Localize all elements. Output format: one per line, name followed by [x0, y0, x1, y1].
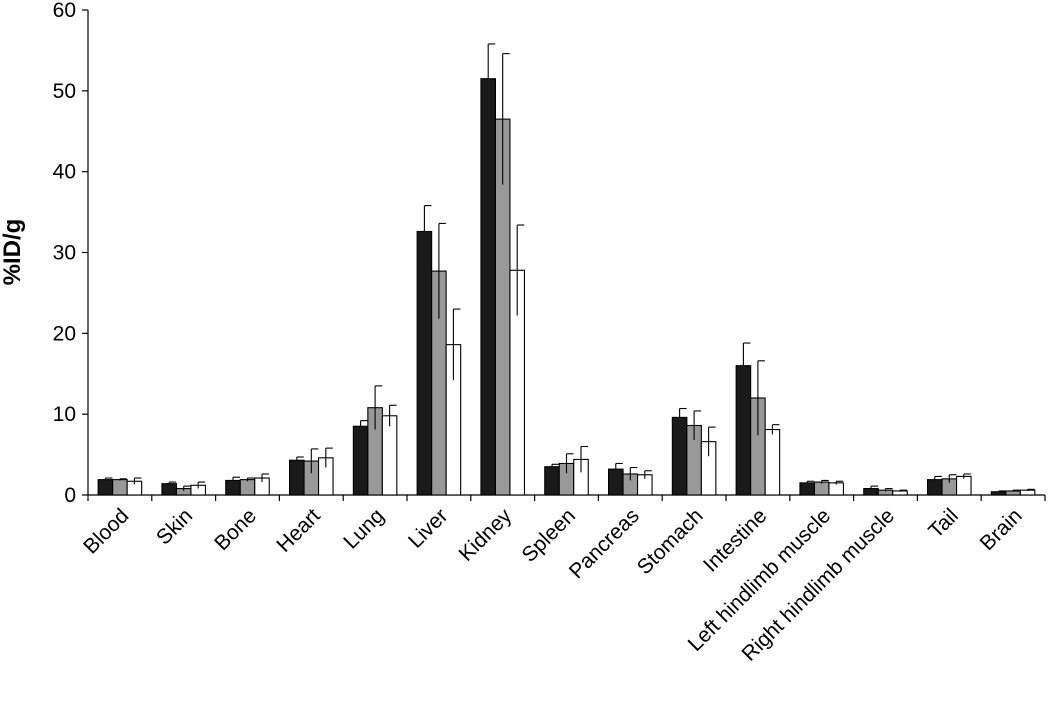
y-tick-label: 30 — [53, 242, 76, 265]
bar — [97, 479, 114, 496]
error-bars — [104, 43, 1035, 493]
bar — [352, 425, 369, 496]
x-category-label: Pancreas — [565, 504, 644, 583]
bar — [799, 482, 816, 496]
x-category-label: Skin — [152, 504, 197, 549]
y-tick-label: 20 — [53, 322, 76, 345]
x-category-label: Stomach — [633, 504, 708, 579]
bar — [239, 479, 256, 496]
bar — [813, 481, 830, 496]
bar — [288, 459, 305, 496]
y-tick-labels: 0 10 20 30 40 50 60 — [53, 0, 76, 507]
chart-axes — [82, 9, 1046, 501]
x-category-label: Kidney — [455, 504, 517, 566]
bar — [381, 415, 398, 496]
bar — [671, 416, 688, 496]
x-category-label: Liver — [404, 504, 452, 552]
y-tick-label: 0 — [64, 484, 76, 507]
bar — [955, 475, 972, 496]
bar — [161, 483, 177, 496]
bar — [480, 78, 497, 496]
x-category-label: Bone — [210, 504, 261, 555]
chart-bars — [97, 78, 1036, 496]
bar — [544, 466, 560, 496]
x-category-label: Blood — [79, 504, 133, 558]
y-axis-label: %ID/g — [0, 219, 26, 286]
x-category-label: Tail — [924, 504, 963, 543]
bar — [764, 428, 781, 496]
bar — [828, 482, 845, 496]
bar — [112, 479, 128, 496]
y-tick-label: 50 — [53, 80, 76, 103]
x-category-labels: Blood Skin Bone Heart Lung Liver Kidney SpleenP… — [79, 504, 1026, 666]
x-category-label: Spleen — [518, 504, 581, 567]
y-tick-label: 40 — [53, 161, 76, 184]
x-category-label: Lung — [339, 504, 388, 553]
x-category-label: Brain — [976, 504, 1027, 555]
bar — [416, 230, 433, 496]
y-tick-label: 60 — [53, 0, 76, 22]
y-tick-label: 10 — [53, 403, 76, 426]
x-category-label: Heart — [272, 504, 325, 557]
